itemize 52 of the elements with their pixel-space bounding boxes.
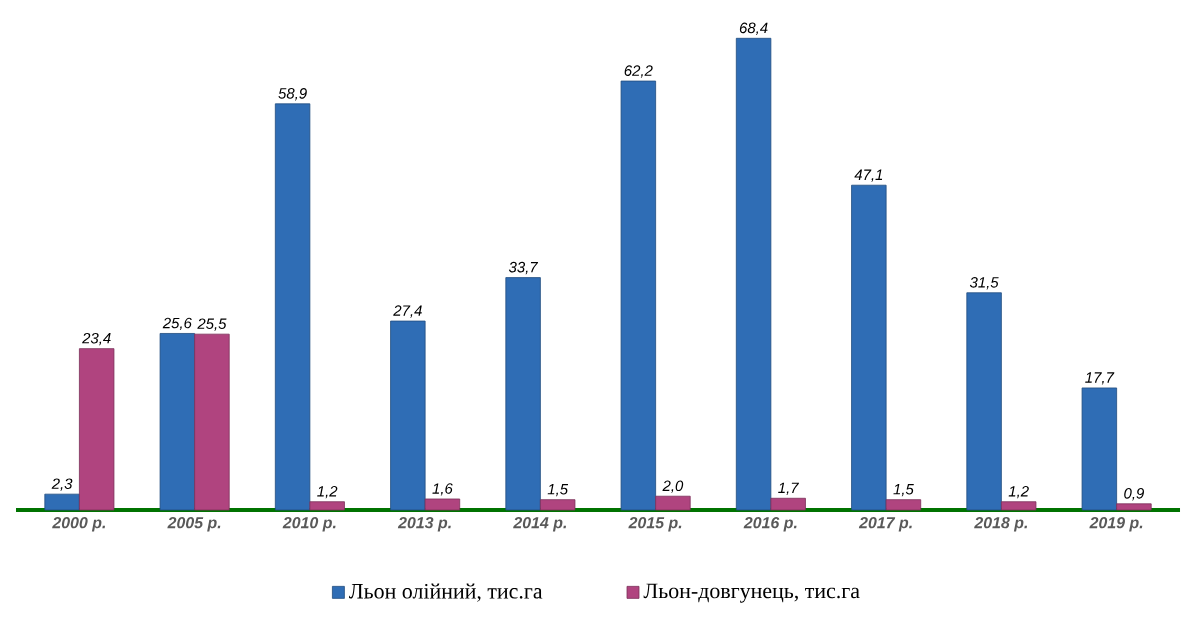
bar	[1081, 387, 1118, 511]
data-label: 68,4	[739, 22, 768, 35]
x-tick-label: 2010 р.	[282, 517, 336, 532]
x-tick-label: 2005 р.	[167, 517, 221, 532]
bar	[505, 277, 541, 511]
data-label: 2,0	[662, 480, 684, 493]
bar	[424, 498, 461, 511]
bar	[44, 493, 80, 511]
bar	[885, 499, 922, 511]
data-label: 27,4	[393, 305, 422, 318]
data-label: 25,6	[162, 317, 192, 331]
bar	[159, 333, 196, 511]
data-label: 31,5	[969, 277, 999, 290]
x-tick-label: 2014 р.	[513, 517, 567, 532]
bar	[390, 320, 426, 511]
x-tick-label: 2018 р.	[974, 517, 1028, 532]
data-label: 1,2	[1008, 485, 1029, 499]
data-label: 58,9	[278, 88, 307, 101]
x-tick-label: 2016 р.	[743, 517, 797, 532]
data-label: 17,7	[1085, 372, 1115, 385]
x-tick-label: 2019 р.	[1089, 517, 1143, 532]
bar	[966, 292, 1002, 511]
data-label: 23,4	[82, 332, 111, 346]
legend-label: Льон-довгунець, тис.га	[643, 583, 860, 603]
data-label: 1,2	[317, 485, 338, 499]
data-label: 1,6	[432, 483, 453, 496]
bar	[539, 499, 576, 511]
bar	[770, 497, 806, 511]
bar	[851, 184, 887, 511]
data-label: 25,5	[197, 318, 227, 331]
data-label: 2,3	[51, 478, 73, 491]
x-tick-label: 2013 р.	[397, 517, 451, 532]
bar	[274, 103, 311, 511]
data-label: 1,7	[778, 482, 800, 495]
data-label: 62,2	[624, 65, 653, 78]
data-label: 0,9	[1124, 488, 1144, 501]
x-tick-label: 2000 р.	[52, 517, 106, 532]
bar	[1000, 501, 1037, 511]
bar	[78, 348, 115, 511]
bar	[194, 333, 230, 511]
bar	[309, 501, 345, 511]
data-label: 33,7	[508, 261, 539, 275]
bar	[620, 80, 657, 511]
data-label: 47,1	[854, 169, 883, 182]
bar	[735, 37, 772, 511]
legend-label: Льон олійний, тис.га	[349, 583, 543, 602]
bar	[1116, 503, 1152, 511]
bar	[655, 495, 691, 511]
x-tick-label: 2015 р.	[628, 517, 682, 532]
data-label: 1,5	[547, 484, 569, 497]
data-label: 1,5	[893, 484, 914, 497]
x-tick-label: 2017 р.	[858, 517, 912, 532]
